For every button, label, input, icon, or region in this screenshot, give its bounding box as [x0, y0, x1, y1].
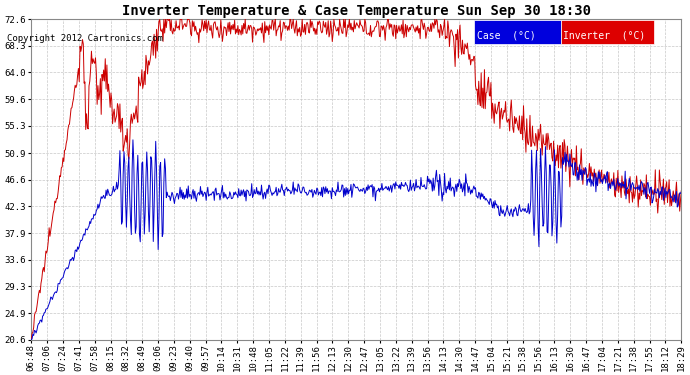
Title: Inverter Temperature & Case Temperature Sun Sep 30 18:30: Inverter Temperature & Case Temperature …: [121, 4, 591, 18]
Text: Copyright 2012 Cartronics.com: Copyright 2012 Cartronics.com: [7, 34, 163, 43]
Text: Inverter  (°C): Inverter (°C): [563, 30, 646, 40]
Text: Case  (°C): Case (°C): [477, 30, 536, 40]
